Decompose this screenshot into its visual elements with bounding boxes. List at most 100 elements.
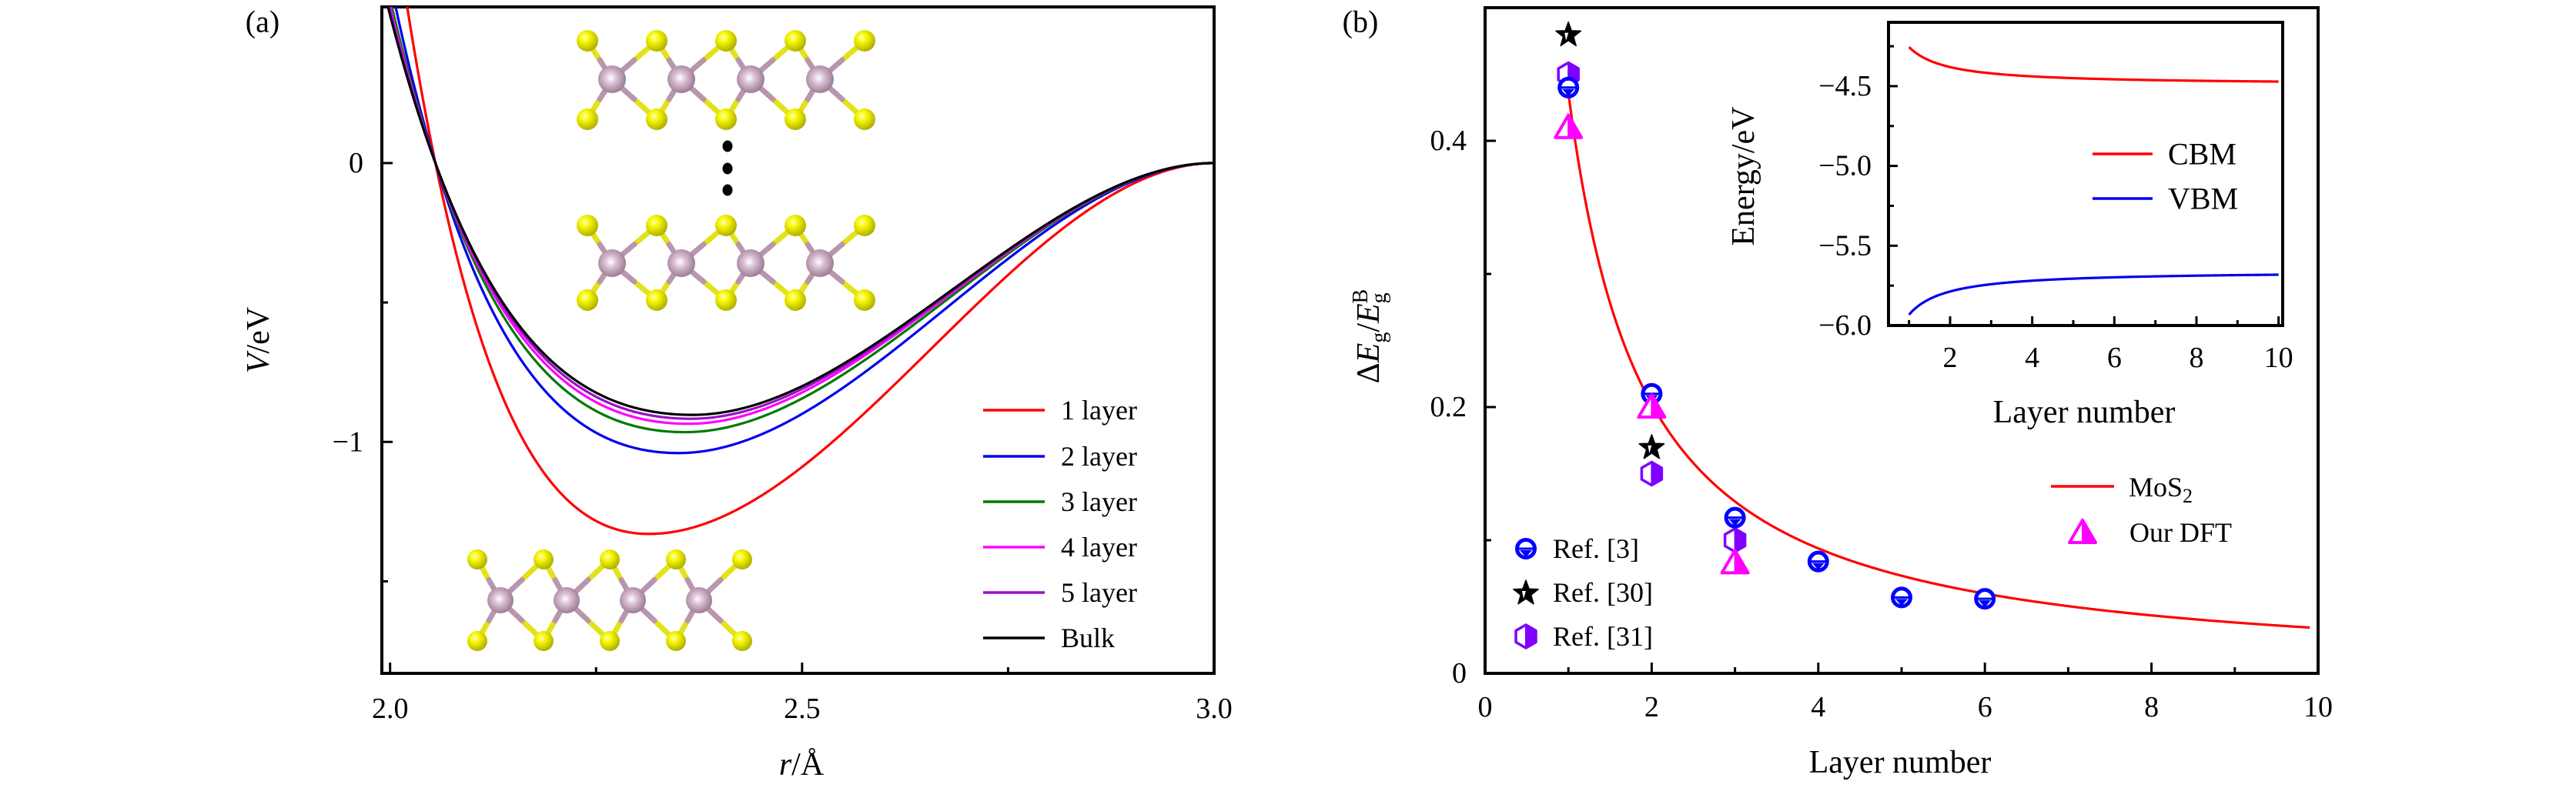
data-point xyxy=(1555,21,1582,47)
sulfur-atom xyxy=(715,215,737,236)
series-ref-30- xyxy=(1555,21,1665,459)
legend-label: Our DFT xyxy=(2129,517,2232,548)
x-tick-label: 8 xyxy=(2190,342,2204,374)
vbm-curve xyxy=(1908,273,2279,316)
panel-b-label: (b) xyxy=(1343,5,1379,39)
molybdenum-atom xyxy=(554,587,580,613)
y-tick-label: 0 xyxy=(349,147,363,179)
y-tick-label: 0.4 xyxy=(1430,125,1467,157)
data-point xyxy=(1640,460,1664,487)
x-tick-label: 6 xyxy=(2107,342,2122,374)
legend-item: Ref. [31] xyxy=(1514,621,1653,652)
x-axis-label: r/Å xyxy=(779,747,825,783)
legend-label: 1 layer xyxy=(1061,395,1137,426)
legend-item: Ref. [3] xyxy=(1515,533,1639,564)
legend-label: Ref. [3] xyxy=(1553,533,1639,564)
panel-b-inset-band-edges-chart: 2 4 6 8 10 −4.5 −5.0 −5.5 −6.0 Layer number Energy… xyxy=(1726,21,2293,430)
sulfur-atom xyxy=(534,631,554,651)
y-axis-label-symbol: V xyxy=(241,350,276,373)
molybdenum-atom xyxy=(667,65,695,93)
molybdenum-atom xyxy=(487,587,514,613)
ellipsis-dot xyxy=(722,184,733,196)
y-tick-label: −5.5 xyxy=(1818,229,1872,262)
potential-curve-2-layer xyxy=(394,7,1214,455)
legend-item: CBM xyxy=(2093,137,2236,172)
scatter-points xyxy=(1554,21,1996,610)
cbm-curve xyxy=(1908,45,2279,83)
sulfur-atom xyxy=(467,631,487,651)
x-tick-label: 4 xyxy=(2025,342,2039,374)
sulfur-atom xyxy=(785,289,806,311)
mos2-fit-curve-group xyxy=(1567,92,2310,629)
ellipsis-dot xyxy=(722,140,733,152)
x-tick-label: 3.0 xyxy=(1196,693,1233,725)
y-label-sup2: B xyxy=(1349,289,1373,304)
sulfur-atom xyxy=(467,549,487,569)
inset-axes-frame xyxy=(1887,21,2284,327)
panel-a-label: (a) xyxy=(246,5,279,39)
legend-item: Bulk xyxy=(983,623,1115,653)
sulfur-atom xyxy=(666,631,686,651)
y-label-E: E xyxy=(1351,343,1387,364)
legend-label: Bulk xyxy=(1061,623,1115,653)
sulfur-atom xyxy=(715,30,737,52)
legend-label-subscript: 2 xyxy=(2183,485,2193,507)
data-point xyxy=(1724,506,1746,529)
sulfur-atom xyxy=(577,109,598,130)
sulfur-atom xyxy=(854,109,875,130)
inset-x-axis-label: Layer number xyxy=(1993,395,2176,430)
legend-label: VBM xyxy=(2168,182,2238,216)
sulfur-atom xyxy=(785,109,806,130)
data-point xyxy=(1974,588,1996,610)
molybdenum-atom xyxy=(598,249,626,277)
data-point xyxy=(1554,112,1584,139)
series-our-dft xyxy=(1554,112,1750,575)
molybdenum-atom xyxy=(806,65,834,93)
sulfur-atom xyxy=(732,631,752,651)
mos2-fit-curve xyxy=(1567,92,2310,629)
sulfur-atom xyxy=(732,549,752,569)
legend-item: Our DFT xyxy=(2068,517,2232,548)
x-axis-label: Layer number xyxy=(1809,745,1992,780)
y-tick-label: −1 xyxy=(333,426,363,458)
legend-marker xyxy=(1514,623,1537,649)
x-tick-label: 8 xyxy=(2144,691,2159,723)
x-tick-label: 2 xyxy=(1644,691,1659,723)
sulfur-atom xyxy=(577,215,598,236)
x-axis-label-symbol: r xyxy=(779,747,792,783)
legend-label: 5 layer xyxy=(1061,577,1137,608)
x-tick-label: 2.0 xyxy=(372,693,409,725)
sulfur-atom xyxy=(534,549,554,569)
data-point xyxy=(1891,586,1912,609)
x-tick-label: 10 xyxy=(2264,342,2293,374)
x-tick-label: 10 xyxy=(2303,691,2333,723)
panel-a-potential-chart: 2.0 2.5 3.0 0 −1 r/Å V/eV 1 layer 2 layer 3 layer… xyxy=(241,5,1233,783)
y-label-sub: g xyxy=(1367,332,1391,343)
sulfur-atom xyxy=(600,549,620,569)
legend-label: Ref. [30] xyxy=(1553,577,1653,608)
y-axis-label: V/eV xyxy=(241,307,276,373)
data-point xyxy=(1557,76,1580,98)
panel-b-legend-references: Ref. [3] Ref. [30] Ref. [31] xyxy=(1513,533,1653,652)
y-label-E2: E xyxy=(1351,303,1387,324)
legend-label: Ref. [31] xyxy=(1553,621,1653,652)
sulfur-atom xyxy=(646,215,667,236)
potential-curve-1-layer xyxy=(406,7,1214,536)
potential-curves xyxy=(386,7,1214,536)
sulfur-atom xyxy=(854,30,875,52)
y-axis-label: ΔEg/EgB xyxy=(1349,289,1391,384)
y-tick-label: −6.0 xyxy=(1818,309,1872,342)
y-tick-label: −4.5 xyxy=(1818,70,1872,102)
sulfur-atom xyxy=(854,215,875,236)
data-point xyxy=(1638,434,1665,459)
molybdenum-atom xyxy=(598,65,626,93)
legend-item: MoS2 xyxy=(2051,472,2193,507)
legend-marker xyxy=(2068,517,2097,544)
sulfur-atom xyxy=(715,109,737,130)
molybdenum-atom xyxy=(620,587,646,613)
legend-label: MoS2 xyxy=(2129,472,2193,507)
ellipsis-dot xyxy=(722,162,733,175)
panel-b-legend-model: MoS2 Our DFT xyxy=(2051,472,2232,548)
inset-legend: CBM VBM xyxy=(2093,137,2238,216)
